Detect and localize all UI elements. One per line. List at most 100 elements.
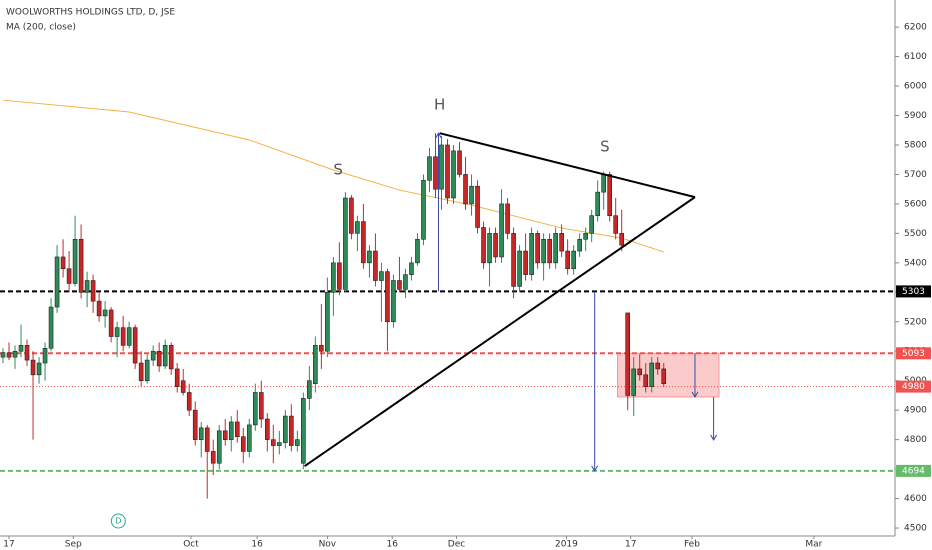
candle-body xyxy=(373,250,378,281)
chart-title: WOOLWORTHS HOLDINGS LTD, D, JSE xyxy=(6,8,175,18)
candle-body xyxy=(331,262,336,293)
arrow-head xyxy=(691,391,699,398)
x-tick-label: 17 xyxy=(625,540,636,550)
candle-body xyxy=(367,250,372,264)
candle-body xyxy=(559,233,564,252)
candle-body xyxy=(325,292,330,352)
level-tag-label: 5093 xyxy=(902,349,925,359)
candle-body xyxy=(30,359,36,376)
candle-body xyxy=(445,144,450,199)
candle-body xyxy=(78,238,84,293)
level-tag-label: 4980 xyxy=(902,382,925,392)
candle-body xyxy=(222,430,228,440)
pattern-label: S xyxy=(600,138,610,156)
candle-body xyxy=(12,350,18,358)
candle-body xyxy=(42,347,48,364)
candle-body xyxy=(150,350,156,361)
candle-body xyxy=(535,233,540,264)
candle-body xyxy=(108,309,114,337)
y-tick-label: 5400 xyxy=(904,258,927,268)
level-tag xyxy=(896,347,931,360)
candle-body xyxy=(613,215,618,234)
x-tick-label: Mar xyxy=(805,540,822,550)
candle-body xyxy=(180,380,186,393)
candle-body xyxy=(48,306,54,349)
candle-body xyxy=(643,374,649,387)
candle-body xyxy=(439,144,444,190)
y-tick-label: 4900 xyxy=(904,406,927,416)
y-tick-label: 6100 xyxy=(904,52,927,62)
candle-body xyxy=(198,427,204,440)
candle-body xyxy=(385,271,390,323)
y-tick-label: 6200 xyxy=(904,23,927,33)
candle-body xyxy=(246,424,252,452)
candle-body xyxy=(565,250,570,270)
candle-body xyxy=(283,415,288,443)
candle-body xyxy=(252,392,258,426)
candle-body xyxy=(114,327,120,337)
candle-body xyxy=(637,368,643,376)
trend-line xyxy=(439,132,696,199)
candle-body xyxy=(529,233,534,275)
trend-line xyxy=(303,196,696,467)
candle-body xyxy=(517,250,522,287)
level-tag xyxy=(896,464,931,477)
candle-body xyxy=(168,345,174,370)
candle-body xyxy=(60,256,66,270)
candle-body xyxy=(96,300,102,317)
candle-body xyxy=(649,362,655,387)
candle-body xyxy=(162,345,168,367)
candle-body xyxy=(607,174,612,216)
candle-body xyxy=(210,451,216,464)
candle-body xyxy=(240,436,246,452)
candle-body xyxy=(661,368,667,384)
candle-body xyxy=(216,430,222,464)
candle-body xyxy=(481,227,486,264)
candle-body xyxy=(433,156,438,190)
indicator-label: MA (200, close) xyxy=(6,23,76,33)
candle-body xyxy=(451,150,456,199)
candle-body xyxy=(343,197,348,290)
candle-body xyxy=(264,418,270,440)
candle-body xyxy=(295,439,300,446)
candle-body xyxy=(6,352,12,358)
candle-body xyxy=(499,203,504,258)
y-tick-label: 6000 xyxy=(904,82,927,92)
candle-body xyxy=(541,238,546,264)
candle-body xyxy=(505,203,510,234)
candle-body xyxy=(289,415,294,446)
candle-body xyxy=(319,345,324,352)
level-tag xyxy=(896,285,931,298)
y-tick-label: 4800 xyxy=(904,435,927,445)
candle-body xyxy=(144,359,150,382)
candle-body xyxy=(307,380,312,399)
candle-body xyxy=(391,280,396,323)
candle-body xyxy=(355,221,360,234)
candle-body xyxy=(547,238,552,264)
candle-body xyxy=(271,439,276,446)
candle-body xyxy=(601,174,606,193)
candle-body xyxy=(571,250,576,270)
arrow-head xyxy=(591,465,599,472)
x-tick-label: Nov xyxy=(319,540,337,550)
candle-body xyxy=(301,398,306,464)
candle-body xyxy=(186,392,192,411)
candle-body xyxy=(427,156,432,181)
candle-body xyxy=(577,238,582,252)
arrow-head xyxy=(710,434,718,441)
candle-body xyxy=(595,191,600,216)
candle-body xyxy=(487,233,492,264)
candle-body xyxy=(361,221,366,264)
y-tick-label: 5600 xyxy=(904,199,927,209)
candle-body xyxy=(415,238,420,264)
x-tick-label: 17 xyxy=(3,540,14,550)
candle-body xyxy=(277,442,282,446)
level-tag-label: 5303 xyxy=(902,287,925,297)
candle-body xyxy=(156,350,162,367)
candle-body xyxy=(379,271,384,281)
candle-body xyxy=(84,280,90,293)
y-tick-label: 5200 xyxy=(904,317,927,327)
y-tick-label: 5500 xyxy=(904,229,927,239)
y-tick-label: 4600 xyxy=(904,494,927,504)
